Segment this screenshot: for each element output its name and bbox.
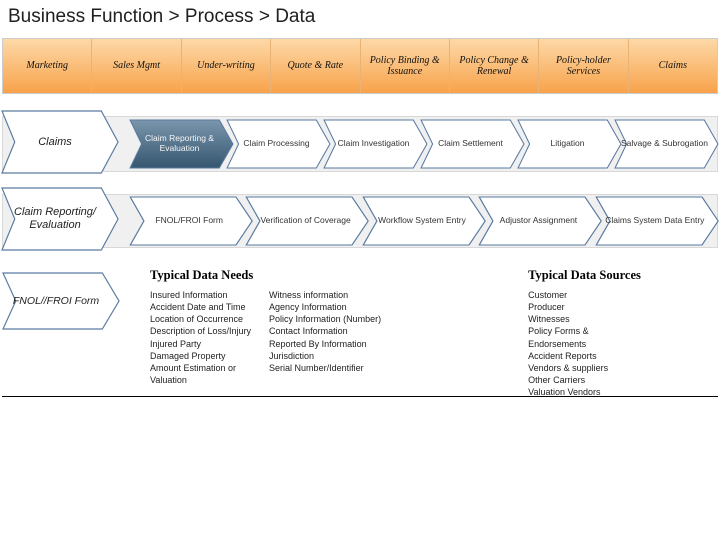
fnol-label: FNOL//FROI Form bbox=[8, 272, 104, 330]
list-item: Witness information bbox=[269, 289, 381, 301]
claims-chevron: Claims bbox=[1, 110, 119, 174]
list-item: Accident Date and Time bbox=[150, 301, 251, 313]
list-item: Agency Information bbox=[269, 301, 381, 313]
list-item: Serial Number/Identifier bbox=[269, 362, 381, 374]
function-cell: Marketing bbox=[3, 39, 92, 93]
chevron-label: Litigation bbox=[523, 119, 612, 169]
list-item: Injured Party bbox=[150, 338, 251, 350]
process-chevron: Workflow System Entry bbox=[362, 196, 486, 246]
fnol-chevron: FNOL//FROI Form bbox=[2, 272, 120, 330]
row2-chevrons: Claim Reporting & EvaluationClaim Proces… bbox=[129, 119, 711, 169]
data-needs-group: Typical Data Needs Insured InformationAc… bbox=[150, 268, 510, 398]
chevron-label: Adjustor Assignment bbox=[484, 196, 592, 246]
process-chevron: Adjustor Assignment bbox=[478, 196, 602, 246]
function-cell: Policy Binding & Issuance bbox=[361, 39, 450, 93]
page-title: Business Function > Process > Data bbox=[0, 0, 720, 32]
claim-reporting-row: Claim Reporting/ Evaluation FNOL/FROI Fo… bbox=[2, 194, 718, 248]
list-item: Vendors & suppliers bbox=[528, 362, 718, 374]
chevron-label: Claim Reporting & Evaluation bbox=[135, 119, 224, 169]
claims-label: Claims bbox=[9, 110, 101, 174]
list-item: Jurisdiction bbox=[269, 350, 381, 362]
list-item: Valuation bbox=[150, 374, 251, 386]
process-chevron: Verification of Coverage bbox=[245, 196, 369, 246]
function-cell: Policy Change & Renewal bbox=[450, 39, 539, 93]
process-chevron: Claim Settlement bbox=[420, 119, 525, 169]
list-item: Policy Forms & bbox=[528, 325, 718, 337]
list-item: Other Carriers bbox=[528, 374, 718, 386]
function-cell: Sales Mgmt bbox=[92, 39, 181, 93]
claim-reporting-label: Claim Reporting/ Evaluation bbox=[9, 187, 101, 251]
chevron-label: Claim Settlement bbox=[426, 119, 515, 169]
chevron-label: Claim Investigation bbox=[329, 119, 418, 169]
list-item: Accident Reports bbox=[528, 350, 718, 362]
chevron-label: Claim Processing bbox=[232, 119, 321, 169]
list-item: Insured Information bbox=[150, 289, 251, 301]
list-item: Contact Information bbox=[269, 325, 381, 337]
list-item: Witnesses bbox=[528, 313, 718, 325]
data-needs-col2: Witness informationAgency InformationPol… bbox=[269, 289, 381, 386]
function-cell: Claims bbox=[629, 39, 717, 93]
process-chevron: Claim Processing bbox=[226, 119, 331, 169]
claims-process-row: Claims Claim Reporting & EvaluationClaim… bbox=[2, 116, 718, 172]
list-item: Description of Loss/Injury bbox=[150, 325, 251, 337]
business-function-row: MarketingSales MgmtUnder-writingQuote & … bbox=[2, 38, 718, 94]
function-cell: Policy-holder Services bbox=[539, 39, 628, 93]
list-item: Endorsements bbox=[528, 338, 718, 350]
chevron-label: Salvage & Subrogation bbox=[620, 119, 709, 169]
list-item: Customer bbox=[528, 289, 718, 301]
process-chevron: FNOL/FROI Form bbox=[129, 196, 253, 246]
chevron-label: Workflow System Entry bbox=[368, 196, 476, 246]
list-item: Location of Occurrence bbox=[150, 313, 251, 325]
process-chevron: Litigation bbox=[517, 119, 622, 169]
data-sources-heading: Typical Data Sources bbox=[528, 268, 718, 283]
chevron-label: FNOL/FROI Form bbox=[135, 196, 243, 246]
list-item: Reported By Information bbox=[269, 338, 381, 350]
list-item: Policy Information (Number) bbox=[269, 313, 381, 325]
data-columns: Typical Data Needs Insured InformationAc… bbox=[150, 268, 718, 398]
list-item: Amount Estimation or bbox=[150, 362, 251, 374]
claim-reporting-chevron: Claim Reporting/ Evaluation bbox=[1, 187, 119, 251]
process-chevron: Claim Investigation bbox=[323, 119, 428, 169]
function-cell: Under-writing bbox=[182, 39, 271, 93]
data-sources-list: CustomerProducerWitnessesPolicy Forms &E… bbox=[528, 289, 718, 398]
list-item: Damaged Property bbox=[150, 350, 251, 362]
function-cell: Quote & Rate bbox=[271, 39, 360, 93]
data-detail-row: FNOL//FROI Form Typical Data Needs Insur… bbox=[2, 268, 718, 398]
data-sources-group: Typical Data Sources CustomerProducerWit… bbox=[528, 268, 718, 398]
chevron-label: Claims System Data Entry bbox=[601, 196, 709, 246]
chevron-label: Verification of Coverage bbox=[251, 196, 359, 246]
process-chevron: Salvage & Subrogation bbox=[614, 119, 719, 169]
process-chevron: Claim Reporting & Evaluation bbox=[129, 119, 234, 169]
list-item: Valuation Vendors bbox=[528, 386, 718, 398]
data-needs-col1: Insured InformationAccident Date and Tim… bbox=[150, 289, 251, 386]
row3-chevrons: FNOL/FROI FormVerification of CoverageWo… bbox=[129, 196, 711, 246]
data-needs-heading: Typical Data Needs bbox=[150, 268, 510, 283]
list-item: Producer bbox=[528, 301, 718, 313]
process-chevron: Claims System Data Entry bbox=[595, 196, 719, 246]
